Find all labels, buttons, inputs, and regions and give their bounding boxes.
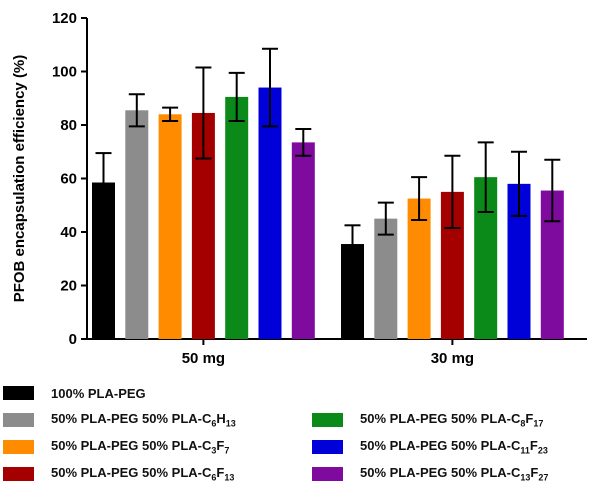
legend-item: 50% PLA-PEG 50% PLA-C11F23 (312, 438, 548, 456)
bar (191, 112, 215, 340)
bar (258, 87, 282, 339)
bar-chart: 0 20 40 60 80 100 120 PFOB encapsulation effici… (11, 10, 587, 367)
bar (474, 177, 498, 339)
legend-item: 100% PLA-PEG (3, 384, 146, 402)
legend-item: 50% PLA-PEG 50% PLA-C8F17 (312, 411, 543, 429)
legend-label: 50% PLA-PEG 50% PLA-C8F17 (360, 411, 544, 429)
legend-item: 50% PLA-PEG 50% PLA-C13F27 (312, 465, 548, 483)
y-tick-label: 40 (60, 224, 77, 241)
legend-item: 50% PLA-PEG 50% PLA-C6F13 (3, 465, 234, 483)
x-tick-label: 50 mg (182, 350, 225, 367)
bar (341, 244, 364, 339)
legend-label: 100% PLA-PEG (51, 385, 146, 401)
bar (225, 96, 249, 339)
y-tick-label: 60 (60, 171, 77, 188)
y-tick-label: 80 (60, 117, 77, 134)
legend-label: 50% PLA-PEG 50% PLA-C11F23 (360, 438, 548, 456)
y-axis-label: PFOB encapsulation efficiency (%) (11, 55, 28, 303)
legend-item: 50% PLA-PEG 50% PLA-C3F7 (3, 438, 229, 456)
bar (125, 110, 149, 339)
bar (158, 114, 182, 339)
legend-swatch (3, 413, 34, 427)
y-tick-label: 120 (52, 10, 77, 27)
bar (407, 198, 431, 339)
legend-swatch (3, 386, 34, 400)
bar (540, 190, 564, 339)
y-tick-label: 100 (52, 64, 77, 81)
x-tick-label: 30 mg (431, 350, 474, 367)
legend-swatch (312, 413, 343, 427)
legend-label: 50% PLA-PEG 50% PLA-C6F13 (51, 465, 235, 483)
y-tick-label: 20 (60, 278, 77, 295)
legend-swatch (312, 440, 343, 454)
legend-swatch (3, 440, 34, 454)
y-tick-label: 0 (69, 331, 77, 348)
legend-item: 50% PLA-PEG 50% PLA-C6H13 (3, 411, 236, 429)
bar (92, 182, 115, 339)
legend-swatch (3, 467, 34, 481)
bar (507, 183, 531, 339)
bar (291, 142, 315, 339)
bar (374, 218, 398, 339)
legend-swatch (312, 467, 343, 481)
legend-label: 50% PLA-PEG 50% PLA-C3F7 (51, 438, 230, 456)
legend-label: 50% PLA-PEG 50% PLA-C13F27 (360, 465, 549, 483)
legend-label: 50% PLA-PEG 50% PLA-C6H13 (51, 411, 236, 429)
